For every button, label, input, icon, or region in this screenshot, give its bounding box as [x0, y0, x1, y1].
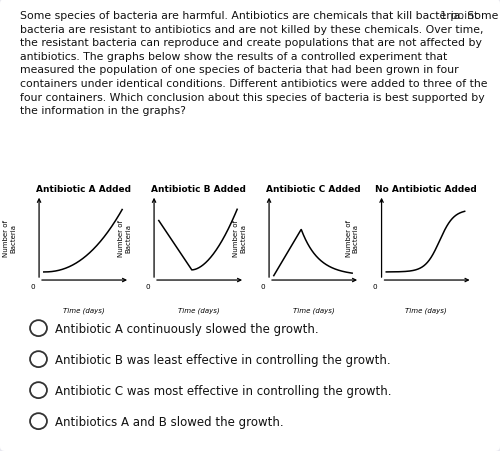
Text: Time (days): Time (days) — [293, 307, 335, 313]
Text: Number of
Bacteria: Number of Bacteria — [233, 220, 246, 256]
Text: Number of
Bacteria: Number of Bacteria — [3, 220, 16, 256]
Text: Antibiotic A continuously slowed the growth.: Antibiotic A continuously slowed the gro… — [55, 322, 318, 335]
Text: 0: 0 — [260, 283, 265, 289]
Text: Antibiotic C was most effective in controlling the growth.: Antibiotic C was most effective in contr… — [55, 384, 392, 397]
Text: 0: 0 — [373, 283, 378, 289]
Text: Time (days): Time (days) — [406, 307, 447, 313]
Text: 1 point: 1 point — [440, 11, 478, 21]
Text: Number of
Bacteria: Number of Bacteria — [118, 220, 131, 256]
Text: Time (days): Time (days) — [63, 307, 104, 313]
Title: Antibiotic A Added: Antibiotic A Added — [36, 184, 131, 193]
Title: No Antibiotic Added: No Antibiotic Added — [376, 184, 477, 193]
Text: Some species of bacteria are harmful. Antibiotics are chemicals that kill bacter: Some species of bacteria are harmful. An… — [20, 11, 498, 116]
Title: Antibiotic C Added: Antibiotic C Added — [266, 184, 361, 193]
Title: Antibiotic B Added: Antibiotic B Added — [152, 184, 246, 193]
Text: 0: 0 — [146, 283, 150, 289]
Text: Antibiotic B was least effective in controlling the growth.: Antibiotic B was least effective in cont… — [55, 353, 390, 366]
Text: Time (days): Time (days) — [178, 307, 220, 313]
Text: Number of
Bacteria: Number of Bacteria — [346, 220, 359, 256]
Text: Antibiotics A and B slowed the growth.: Antibiotics A and B slowed the growth. — [55, 415, 284, 428]
Text: 0: 0 — [30, 283, 35, 289]
